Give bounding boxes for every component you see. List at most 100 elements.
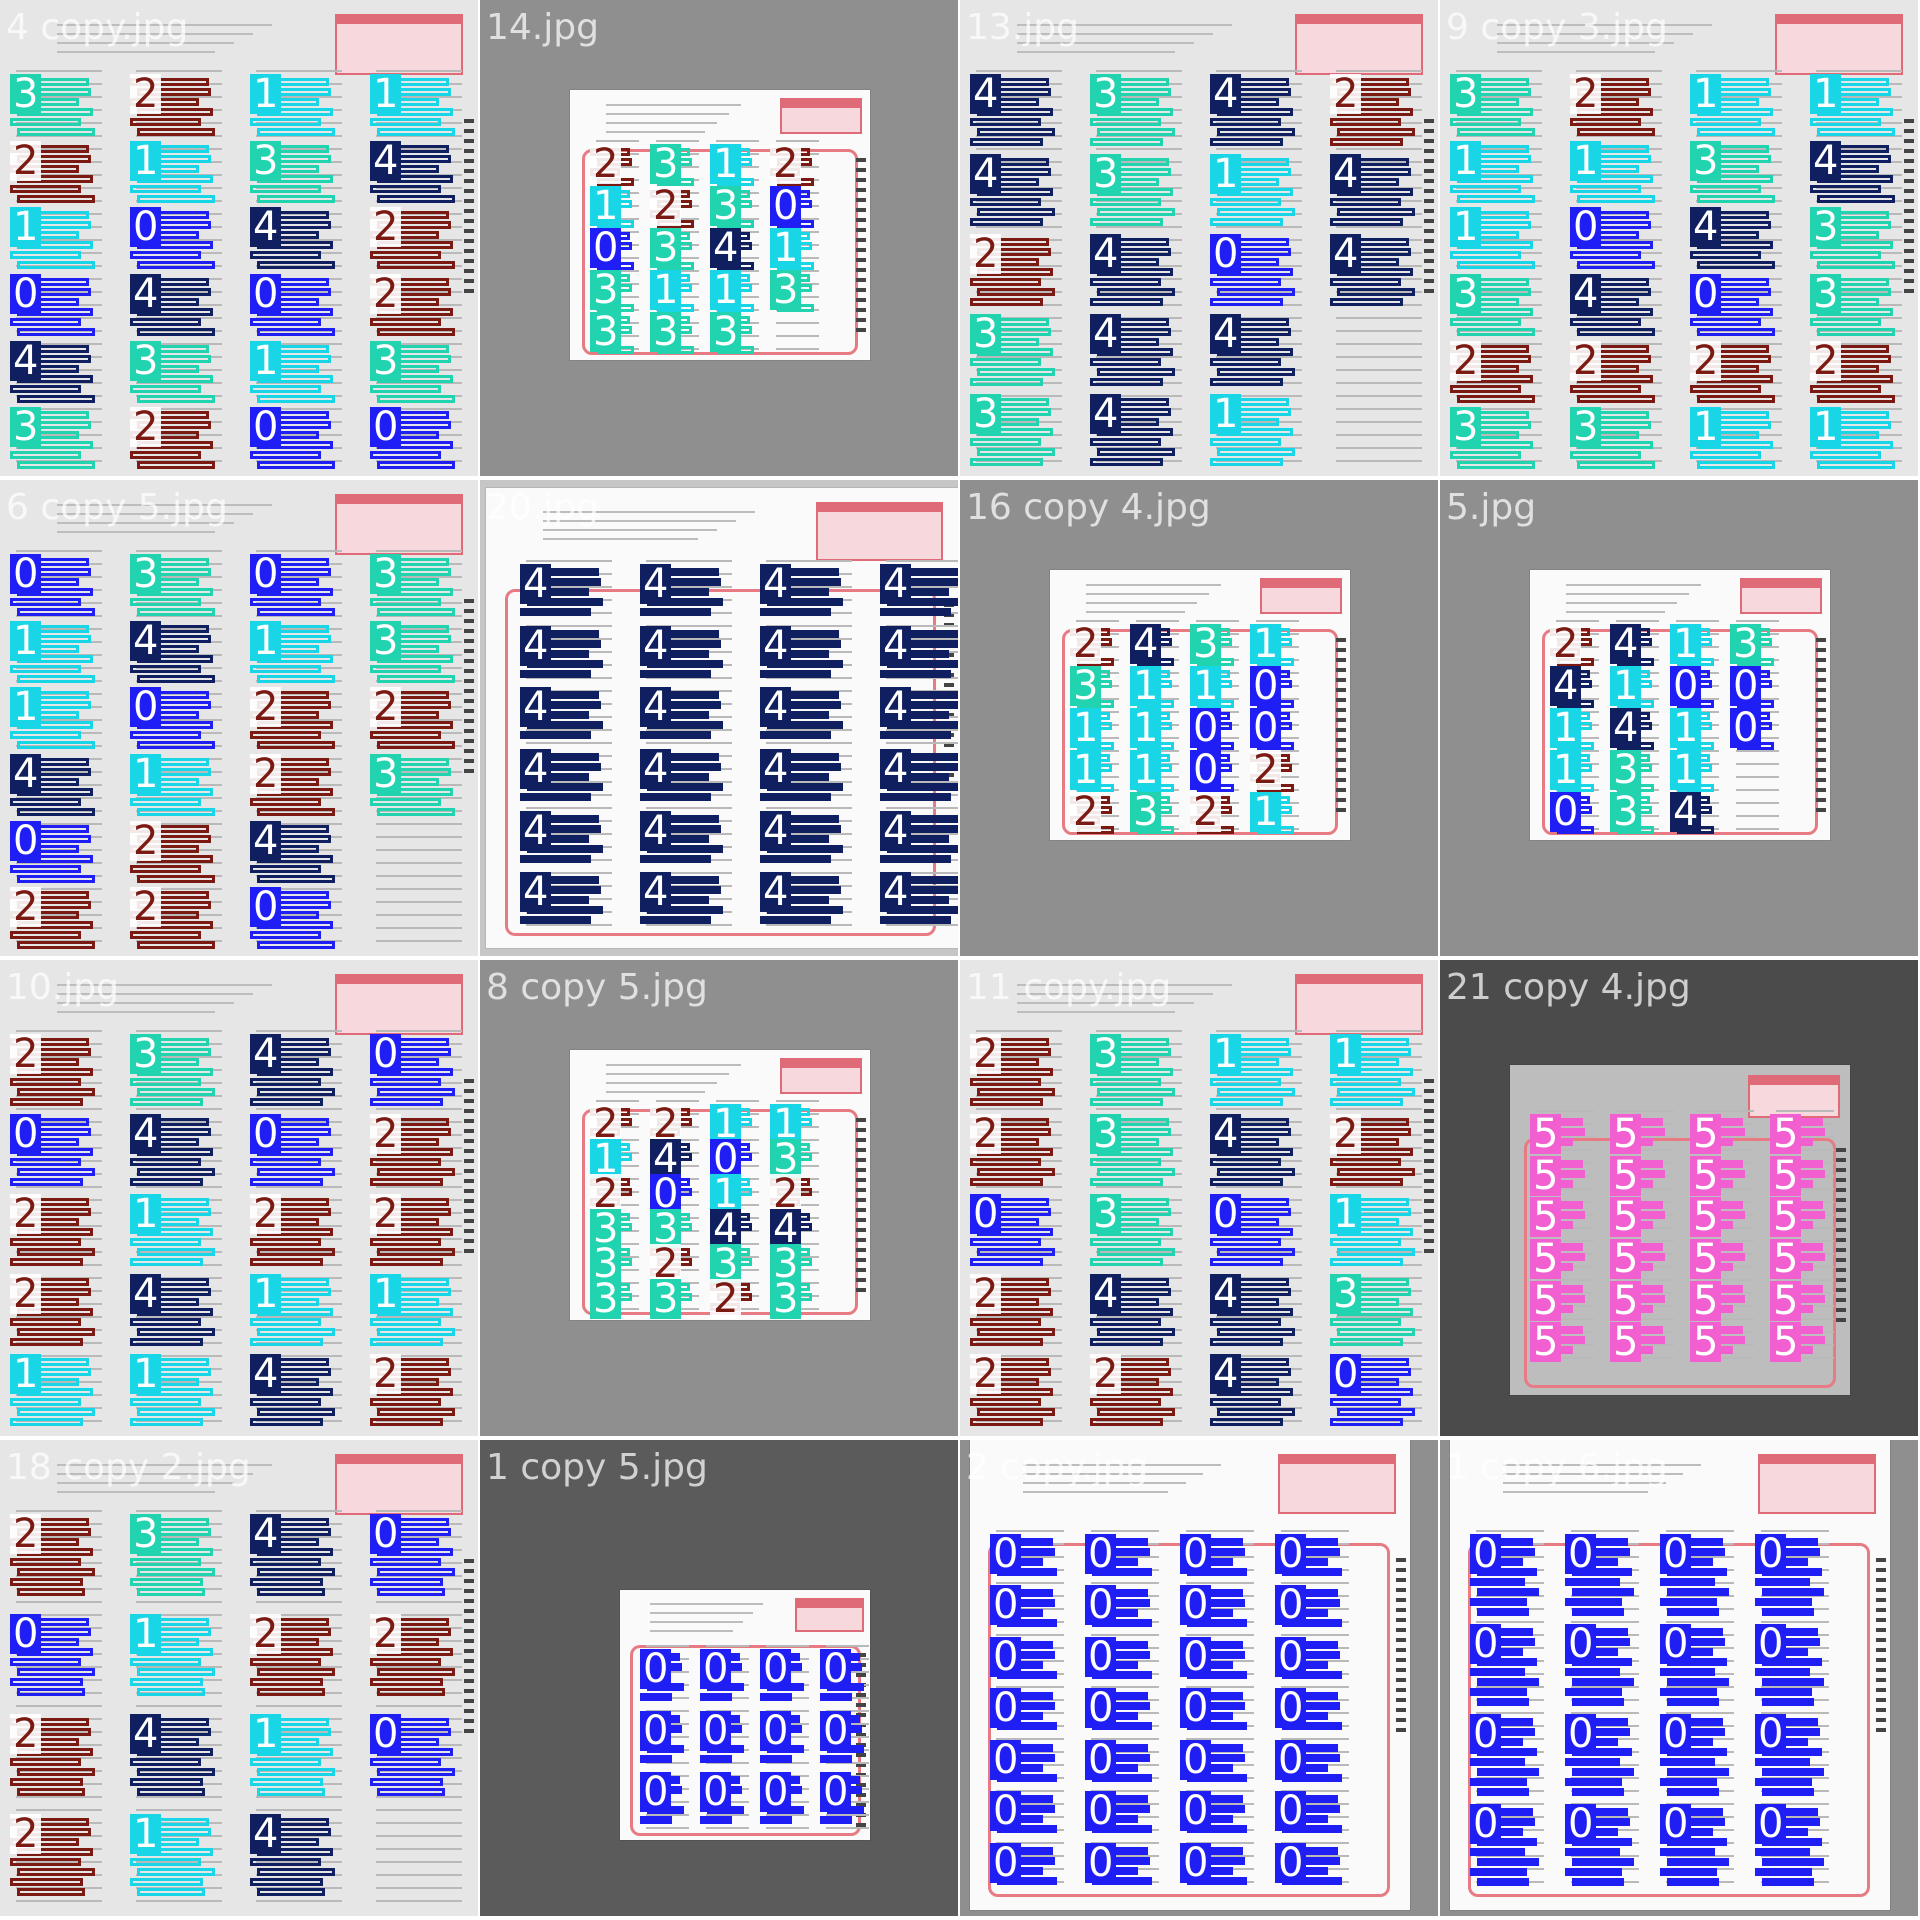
detection-box	[1090, 1338, 1164, 1346]
answer-row	[1216, 96, 1303, 98]
answer-row	[136, 576, 223, 578]
detection-box	[377, 1768, 456, 1776]
class-label: 0	[1275, 1791, 1307, 1832]
sheet-instruction-line	[1022, 1490, 1168, 1493]
sheet-tile[interactable]: 2 3 1 1 2 4 1 1 1 3 3 1 0 0 2 1 0 0 2 1 16 copy 4.jpg	[960, 480, 1438, 956]
detection-box	[1097, 1408, 1176, 1416]
class-label: 2	[1070, 624, 1102, 664]
detection-box	[1667, 1858, 1729, 1866]
detection-box	[1660, 1598, 1717, 1606]
answer-row	[1666, 1621, 1735, 1623]
detection-box	[250, 118, 322, 126]
answer-row	[256, 1121, 343, 1123]
detection-box	[370, 1758, 442, 1766]
class-label: 2	[10, 1194, 42, 1234]
answer-row	[1476, 1686, 1545, 1688]
sheet-instruction-line	[1566, 592, 1689, 595]
detection-box	[1090, 1318, 1162, 1326]
detection-box	[1690, 118, 1762, 126]
detection-box	[1690, 318, 1762, 326]
sheet-tile[interactable]: 4 4 4 4 4 4 4 4 4 4 4 4 4 4 4 4 4 4 4 4 4 4 4 4 20.jpg	[480, 480, 958, 956]
answer-row	[1736, 815, 1780, 817]
answer-row	[256, 615, 343, 617]
class-label: 2	[1570, 340, 1602, 381]
answer-row	[256, 823, 343, 825]
class-label: 4	[710, 228, 742, 268]
answer-row	[1616, 1136, 1674, 1138]
detection-box	[377, 194, 456, 203]
answer-row	[526, 872, 613, 874]
detection-box	[1337, 208, 1416, 216]
class-label: 0	[1085, 1842, 1117, 1883]
class-label: 3	[1190, 624, 1222, 664]
sheet-instruction-line	[57, 1001, 235, 1004]
class-label: 3	[1090, 1034, 1122, 1074]
answer-row	[976, 161, 1063, 163]
answer-row	[16, 823, 103, 825]
answer-row	[376, 888, 463, 890]
answer-row	[1696, 1292, 1754, 1294]
detection-box	[1667, 1878, 1719, 1886]
answer-row	[136, 1809, 223, 1811]
sheet-tile[interactable]: 2 1 0 3 3 3 2 3 1 3 1 3 4 1 3 2 0 1 3 14.jpg	[480, 0, 958, 476]
class-label: 2	[970, 1274, 1002, 1314]
answer-row	[1096, 226, 1183, 228]
class-label: 4	[640, 625, 672, 666]
sheet-tile[interactable]: 2 2 0 2 2 3 3 3 4 2 1 4 0 4 4 1 2 1 3 0 11 copy.jpg	[960, 960, 1438, 1436]
detection-box	[10, 1318, 82, 1326]
class-label: 4	[1210, 1274, 1242, 1314]
class-label: 3	[1450, 274, 1482, 314]
answer-row	[1576, 408, 1663, 410]
answer-row	[136, 1640, 223, 1642]
answer-row	[1776, 1240, 1834, 1242]
answer-row	[526, 885, 613, 887]
timing-marks	[856, 157, 866, 338]
answer-row	[136, 1225, 223, 1227]
answer-row	[1456, 291, 1543, 293]
answer-row	[766, 677, 853, 679]
detection-box	[1090, 1398, 1162, 1406]
answer-row	[1761, 1556, 1830, 1558]
sheet-tile[interactable]: 2 0 2 2 1 3 4 1 4 1 4 0 2 1 4 0 2 2 1 2 10.jpg	[0, 960, 478, 1436]
detection-box	[1337, 1168, 1416, 1176]
answer-row	[376, 1861, 463, 1863]
sheet-tile[interactable]: 2 0 2 2 3 1 4 1 4 2 1 4 0 2 0 18 copy 2.jpg	[0, 1440, 478, 1916]
detection-box	[250, 731, 322, 740]
answer-row	[16, 239, 103, 241]
class-label: 4	[770, 1209, 802, 1249]
detection-box	[17, 1688, 86, 1696]
detection-box	[970, 1318, 1042, 1326]
class-label: 2	[250, 1194, 282, 1234]
class-label: 0	[760, 1772, 792, 1813]
detection-box	[1762, 1768, 1824, 1776]
answer-row	[976, 1160, 1063, 1162]
detection-box	[1210, 358, 1282, 366]
detection-box	[1762, 1678, 1824, 1686]
detection-box	[130, 251, 202, 260]
sheet-instruction-line	[1566, 583, 1701, 586]
answer-row	[1696, 408, 1783, 410]
class-label: 1	[1130, 750, 1162, 790]
class-label: 0	[820, 1649, 852, 1689]
sheet-tile[interactable]: 4 4 2 3 3 3 3 4 4 4 4 1 0 4 1 2 4 4 13.jpg	[960, 0, 1438, 476]
answer-row	[1776, 1136, 1834, 1138]
class-label: 5	[1530, 1239, 1562, 1279]
detection-box	[370, 1678, 444, 1686]
class-label: 4	[1690, 207, 1722, 248]
detection-box	[10, 1658, 82, 1666]
detection-box	[17, 741, 96, 750]
detection-box	[970, 1398, 1042, 1406]
sheet-tile[interactable]: 2 4 1 1 0 4 1 4 3 3 1 0 1 1 4 3 0 0 5.jpg	[1440, 480, 1918, 956]
class-label: 5	[1530, 1197, 1562, 1238]
answer-row	[376, 550, 463, 552]
sheet-tile[interactable]: 5 5 5 5 5 5 5 5 5 5 5 5 5 5 5 5 5 5 5 5 5 5 5 5 21 copy 4.jpg	[1440, 960, 1918, 1436]
answer-row	[1216, 1108, 1303, 1110]
answer-row	[1091, 1686, 1160, 1688]
